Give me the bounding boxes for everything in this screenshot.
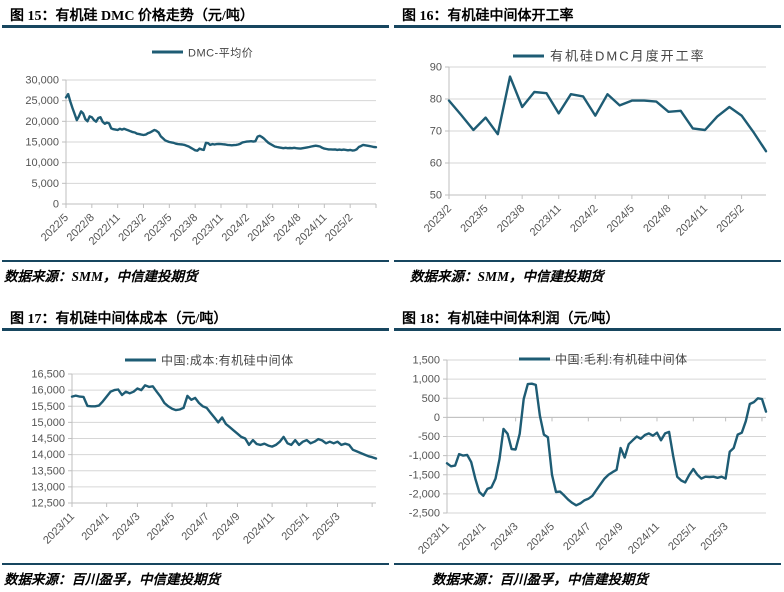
svg-text:2024/9: 2024/9 xyxy=(593,521,625,553)
figure-15-title-rule xyxy=(2,25,389,28)
svg-text:15,000: 15,000 xyxy=(31,417,65,429)
svg-text:2023/8: 2023/8 xyxy=(495,203,527,235)
svg-text:2024/5: 2024/5 xyxy=(525,521,557,553)
dmc-price-line-chart: 0 5,000 10,000 15,000 20,000 25,000 30,000 2022… xyxy=(25,47,378,248)
svg-text:16,000: 16,000 xyxy=(31,385,65,397)
svg-text:2024/3: 2024/3 xyxy=(110,511,142,543)
svg-text:2024/5: 2024/5 xyxy=(605,203,637,235)
svg-text:2024/3: 2024/3 xyxy=(488,521,520,553)
svg-text:13,000: 13,000 xyxy=(31,481,65,493)
svg-text:2023/11: 2023/11 xyxy=(528,203,564,239)
svg-text:2025/1: 2025/1 xyxy=(280,511,312,543)
svg-text:0: 0 xyxy=(434,412,440,424)
svg-text:2024/1: 2024/1 xyxy=(456,521,488,553)
svg-text:-1,000: -1,000 xyxy=(409,450,440,462)
figure-17-panel: 图 17：有机硅中间体成本（元/吨） 12,500 13,000 13,500 14,… xyxy=(0,296,392,592)
figure-17-title: 图 17：有机硅中间体成本（元/吨） xyxy=(10,312,228,327)
figure-17-footer-rule xyxy=(2,563,389,565)
figure-16-panel: 图 16：有机硅中间体开工率 50 60 70 80 90 2023/2 2023/5 202… xyxy=(392,0,784,296)
svg-text:DMC-平均价: DMC-平均价 xyxy=(188,47,253,60)
svg-text:12,500: 12,500 xyxy=(31,498,65,510)
svg-text:中国:成本:有机硅中间体: 中国:成本:有机硅中间体 xyxy=(161,353,294,368)
svg-text:2023/2: 2023/2 xyxy=(422,203,454,235)
svg-text:2022/5: 2022/5 xyxy=(39,212,71,244)
figure-16-title: 图 16：有机硅中间体开工率 xyxy=(402,9,574,24)
svg-text:5,000: 5,000 xyxy=(31,178,59,190)
svg-text:2025/2: 2025/2 xyxy=(714,203,746,235)
svg-text:2024/9: 2024/9 xyxy=(210,511,242,543)
svg-text:有机硅DMC月度开工率: 有机硅DMC月度开工率 xyxy=(550,49,706,64)
svg-text:中国:毛利:有机硅中间体: 中国:毛利:有机硅中间体 xyxy=(555,352,688,367)
svg-text:-2,500: -2,500 xyxy=(409,508,440,520)
svg-text:2025/2: 2025/2 xyxy=(323,212,355,244)
svg-text:1,500: 1,500 xyxy=(412,355,440,367)
figure-16-title-rule xyxy=(394,25,781,28)
svg-text:2023/5: 2023/5 xyxy=(142,212,174,244)
figure-18-source: 数据来源：百川盈孚，中信建投期货 xyxy=(432,572,648,587)
figure-18-panel: 图 18：有机硅中间体利润（元/吨） -2,500 -2,000 -1,500 -1,… xyxy=(392,296,784,592)
svg-text:15,000: 15,000 xyxy=(25,137,59,149)
figure-15-title: 图 15：有机硅 DMC 价格走势（元/吨） xyxy=(10,9,254,24)
svg-text:2024/1: 2024/1 xyxy=(79,511,111,543)
svg-text:2024/11: 2024/11 xyxy=(674,203,710,239)
svg-text:10,000: 10,000 xyxy=(25,157,59,169)
svg-text:2025/3: 2025/3 xyxy=(310,511,342,543)
svg-text:20,000: 20,000 xyxy=(25,116,59,128)
svg-text:2023/11: 2023/11 xyxy=(41,511,77,547)
svg-text:2024/2: 2024/2 xyxy=(220,212,252,244)
svg-text:14,500: 14,500 xyxy=(31,433,65,445)
svg-text:2024/7: 2024/7 xyxy=(180,511,212,543)
svg-text:60: 60 xyxy=(430,158,442,170)
svg-text:50: 50 xyxy=(430,190,442,202)
svg-text:0: 0 xyxy=(53,199,59,211)
figure-17-title-rule xyxy=(2,328,389,331)
svg-text:-2,000: -2,000 xyxy=(409,488,440,500)
svg-text:2023/2: 2023/2 xyxy=(116,212,148,244)
figure-15-source: 数据来源：SMM，中信建投期货 xyxy=(4,269,198,284)
figure-18-footer-rule xyxy=(394,563,781,565)
svg-text:2024/2: 2024/2 xyxy=(568,203,600,235)
svg-text:2024/11: 2024/11 xyxy=(626,521,662,557)
svg-text:25,000: 25,000 xyxy=(25,95,59,107)
svg-text:2024/5: 2024/5 xyxy=(145,511,177,543)
svg-text:2024/11: 2024/11 xyxy=(241,511,277,547)
figure-18-title-rule xyxy=(394,328,781,331)
svg-text:-1,500: -1,500 xyxy=(409,469,440,481)
figure-15-panel: 图 15：有机硅 DMC 价格走势（元/吨） 0 5,000 10,000 15,00… xyxy=(0,0,392,296)
svg-text:70: 70 xyxy=(430,126,442,138)
svg-text:13,500: 13,500 xyxy=(31,465,65,477)
svg-text:2023/11: 2023/11 xyxy=(416,521,452,557)
svg-text:1,000: 1,000 xyxy=(412,374,440,386)
svg-text:-500: -500 xyxy=(418,431,440,443)
svg-text:2024/7: 2024/7 xyxy=(561,521,593,553)
intermediate-profit-line-chart: -2,500 -2,000 -1,500 -1,000 -500 0 500 1,000 1,5… xyxy=(409,352,768,557)
figure-16-footer-rule xyxy=(394,260,781,262)
svg-text:80: 80 xyxy=(430,94,442,106)
svg-text:2023/5: 2023/5 xyxy=(458,203,490,235)
figure-18-title: 图 18：有机硅中间体利润（元/吨） xyxy=(402,312,620,327)
svg-text:15,500: 15,500 xyxy=(31,401,65,413)
figure-15-footer-rule xyxy=(2,260,389,262)
intermediate-cost-line-chart: 12,500 13,000 13,500 14,000 14,500 15,000 15,5… xyxy=(31,353,378,547)
svg-text:90: 90 xyxy=(430,62,442,74)
svg-text:2024/5: 2024/5 xyxy=(246,212,278,244)
svg-text:14,000: 14,000 xyxy=(31,449,65,461)
svg-text:500: 500 xyxy=(422,393,440,405)
figure-16-source: 数据来源：SMM，中信建投期货 xyxy=(410,269,604,284)
svg-text:2025/3: 2025/3 xyxy=(698,521,730,553)
svg-text:16,500: 16,500 xyxy=(31,369,65,381)
figure-17-source: 数据来源：百川盈孚，中信建投期货 xyxy=(4,572,220,587)
svg-text:2024/8: 2024/8 xyxy=(641,203,673,235)
svg-text:2025/1: 2025/1 xyxy=(666,521,698,553)
svg-text:30,000: 30,000 xyxy=(25,75,59,87)
